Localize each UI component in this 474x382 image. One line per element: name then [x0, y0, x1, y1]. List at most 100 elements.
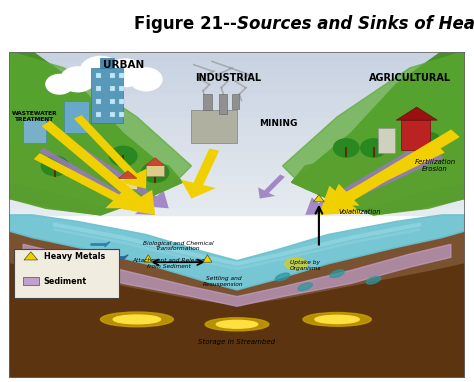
Circle shape — [130, 68, 162, 91]
FancyBboxPatch shape — [14, 249, 118, 298]
Polygon shape — [292, 52, 465, 215]
Bar — [96, 99, 101, 104]
Polygon shape — [283, 52, 465, 208]
Ellipse shape — [100, 312, 173, 327]
Circle shape — [361, 139, 386, 157]
Bar — [9, 207, 465, 215]
Circle shape — [334, 139, 359, 157]
Bar — [91, 68, 123, 123]
Polygon shape — [319, 129, 460, 215]
Circle shape — [80, 57, 121, 86]
Bar — [232, 94, 239, 109]
Bar — [109, 112, 115, 117]
Polygon shape — [39, 148, 155, 215]
Bar — [9, 84, 465, 92]
Bar — [100, 58, 114, 68]
Polygon shape — [313, 194, 324, 202]
Bar — [64, 100, 89, 133]
Circle shape — [61, 67, 95, 92]
Ellipse shape — [366, 276, 381, 284]
Bar — [23, 277, 39, 285]
Text: Uptake by
Organisms: Uptake by Organisms — [290, 260, 321, 271]
Bar — [9, 158, 465, 166]
Text: Biological and Chemical
Transformation: Biological and Chemical Transformation — [143, 241, 213, 251]
Ellipse shape — [113, 315, 161, 324]
Circle shape — [141, 163, 169, 182]
Text: Volatilization: Volatilization — [338, 209, 381, 215]
Polygon shape — [34, 153, 137, 208]
Bar — [118, 73, 124, 78]
Bar — [9, 100, 465, 109]
Polygon shape — [181, 148, 219, 199]
Text: Heavy Metals: Heavy Metals — [44, 252, 105, 261]
Text: Settling and
Resuspension: Settling and Resuspension — [203, 277, 244, 287]
Circle shape — [41, 156, 69, 176]
Polygon shape — [292, 143, 465, 215]
Bar — [219, 94, 227, 113]
Bar — [9, 166, 465, 174]
Polygon shape — [23, 244, 451, 306]
Polygon shape — [144, 255, 153, 262]
Text: Storage in Streambed: Storage in Streambed — [199, 339, 275, 345]
Bar — [9, 141, 465, 149]
Bar — [9, 149, 465, 158]
Polygon shape — [328, 147, 445, 206]
Ellipse shape — [330, 270, 344, 277]
Polygon shape — [9, 231, 465, 378]
Bar — [9, 117, 465, 125]
Text: Figure 21--: Figure 21-- — [134, 15, 237, 33]
Polygon shape — [9, 264, 465, 378]
Text: URBAN: URBAN — [102, 60, 144, 70]
Bar — [401, 120, 430, 149]
Bar — [146, 165, 164, 176]
Bar — [109, 73, 115, 78]
Bar — [118, 99, 124, 104]
Polygon shape — [74, 115, 147, 189]
Text: Sediment: Sediment — [44, 277, 87, 286]
Bar — [9, 125, 465, 133]
Bar — [9, 68, 465, 76]
Polygon shape — [258, 175, 285, 199]
Bar — [9, 52, 465, 60]
Text: INDUSTRIAL: INDUSTRIAL — [195, 73, 261, 83]
Ellipse shape — [303, 312, 371, 326]
Circle shape — [415, 132, 441, 151]
Polygon shape — [24, 252, 38, 260]
Bar — [9, 92, 465, 100]
Polygon shape — [305, 141, 431, 215]
Bar — [9, 199, 465, 207]
Text: WASTEWATER
TREATMENT: WASTEWATER TREATMENT — [12, 112, 57, 122]
Polygon shape — [203, 255, 212, 262]
Bar — [109, 99, 115, 104]
Text: Sources and Sinks of Heavy Metals: Sources and Sinks of Heavy Metals — [237, 15, 474, 33]
Ellipse shape — [216, 320, 258, 328]
Polygon shape — [118, 171, 137, 178]
Bar — [191, 110, 237, 143]
Bar — [96, 73, 101, 78]
Text: Fertilization
Erosion: Fertilization Erosion — [414, 159, 456, 172]
Ellipse shape — [298, 283, 312, 291]
Ellipse shape — [275, 273, 290, 281]
Polygon shape — [396, 107, 437, 120]
Bar — [96, 86, 101, 91]
Bar — [118, 178, 137, 189]
Polygon shape — [9, 52, 191, 208]
Bar — [9, 109, 465, 117]
Bar — [96, 112, 101, 117]
Circle shape — [46, 74, 73, 94]
Bar — [9, 182, 465, 190]
Circle shape — [106, 59, 145, 86]
Bar — [109, 86, 115, 91]
Bar — [9, 174, 465, 182]
Text: Attachment and Release
from Sediment: Attachment and Release from Sediment — [132, 259, 205, 269]
Bar — [9, 190, 465, 199]
Bar — [378, 128, 395, 153]
Ellipse shape — [285, 258, 308, 270]
Text: MINING: MINING — [259, 119, 297, 128]
Bar — [9, 60, 465, 68]
Bar — [23, 120, 46, 143]
Circle shape — [109, 146, 137, 166]
Ellipse shape — [205, 318, 269, 331]
Polygon shape — [9, 215, 465, 290]
Bar — [9, 133, 465, 141]
